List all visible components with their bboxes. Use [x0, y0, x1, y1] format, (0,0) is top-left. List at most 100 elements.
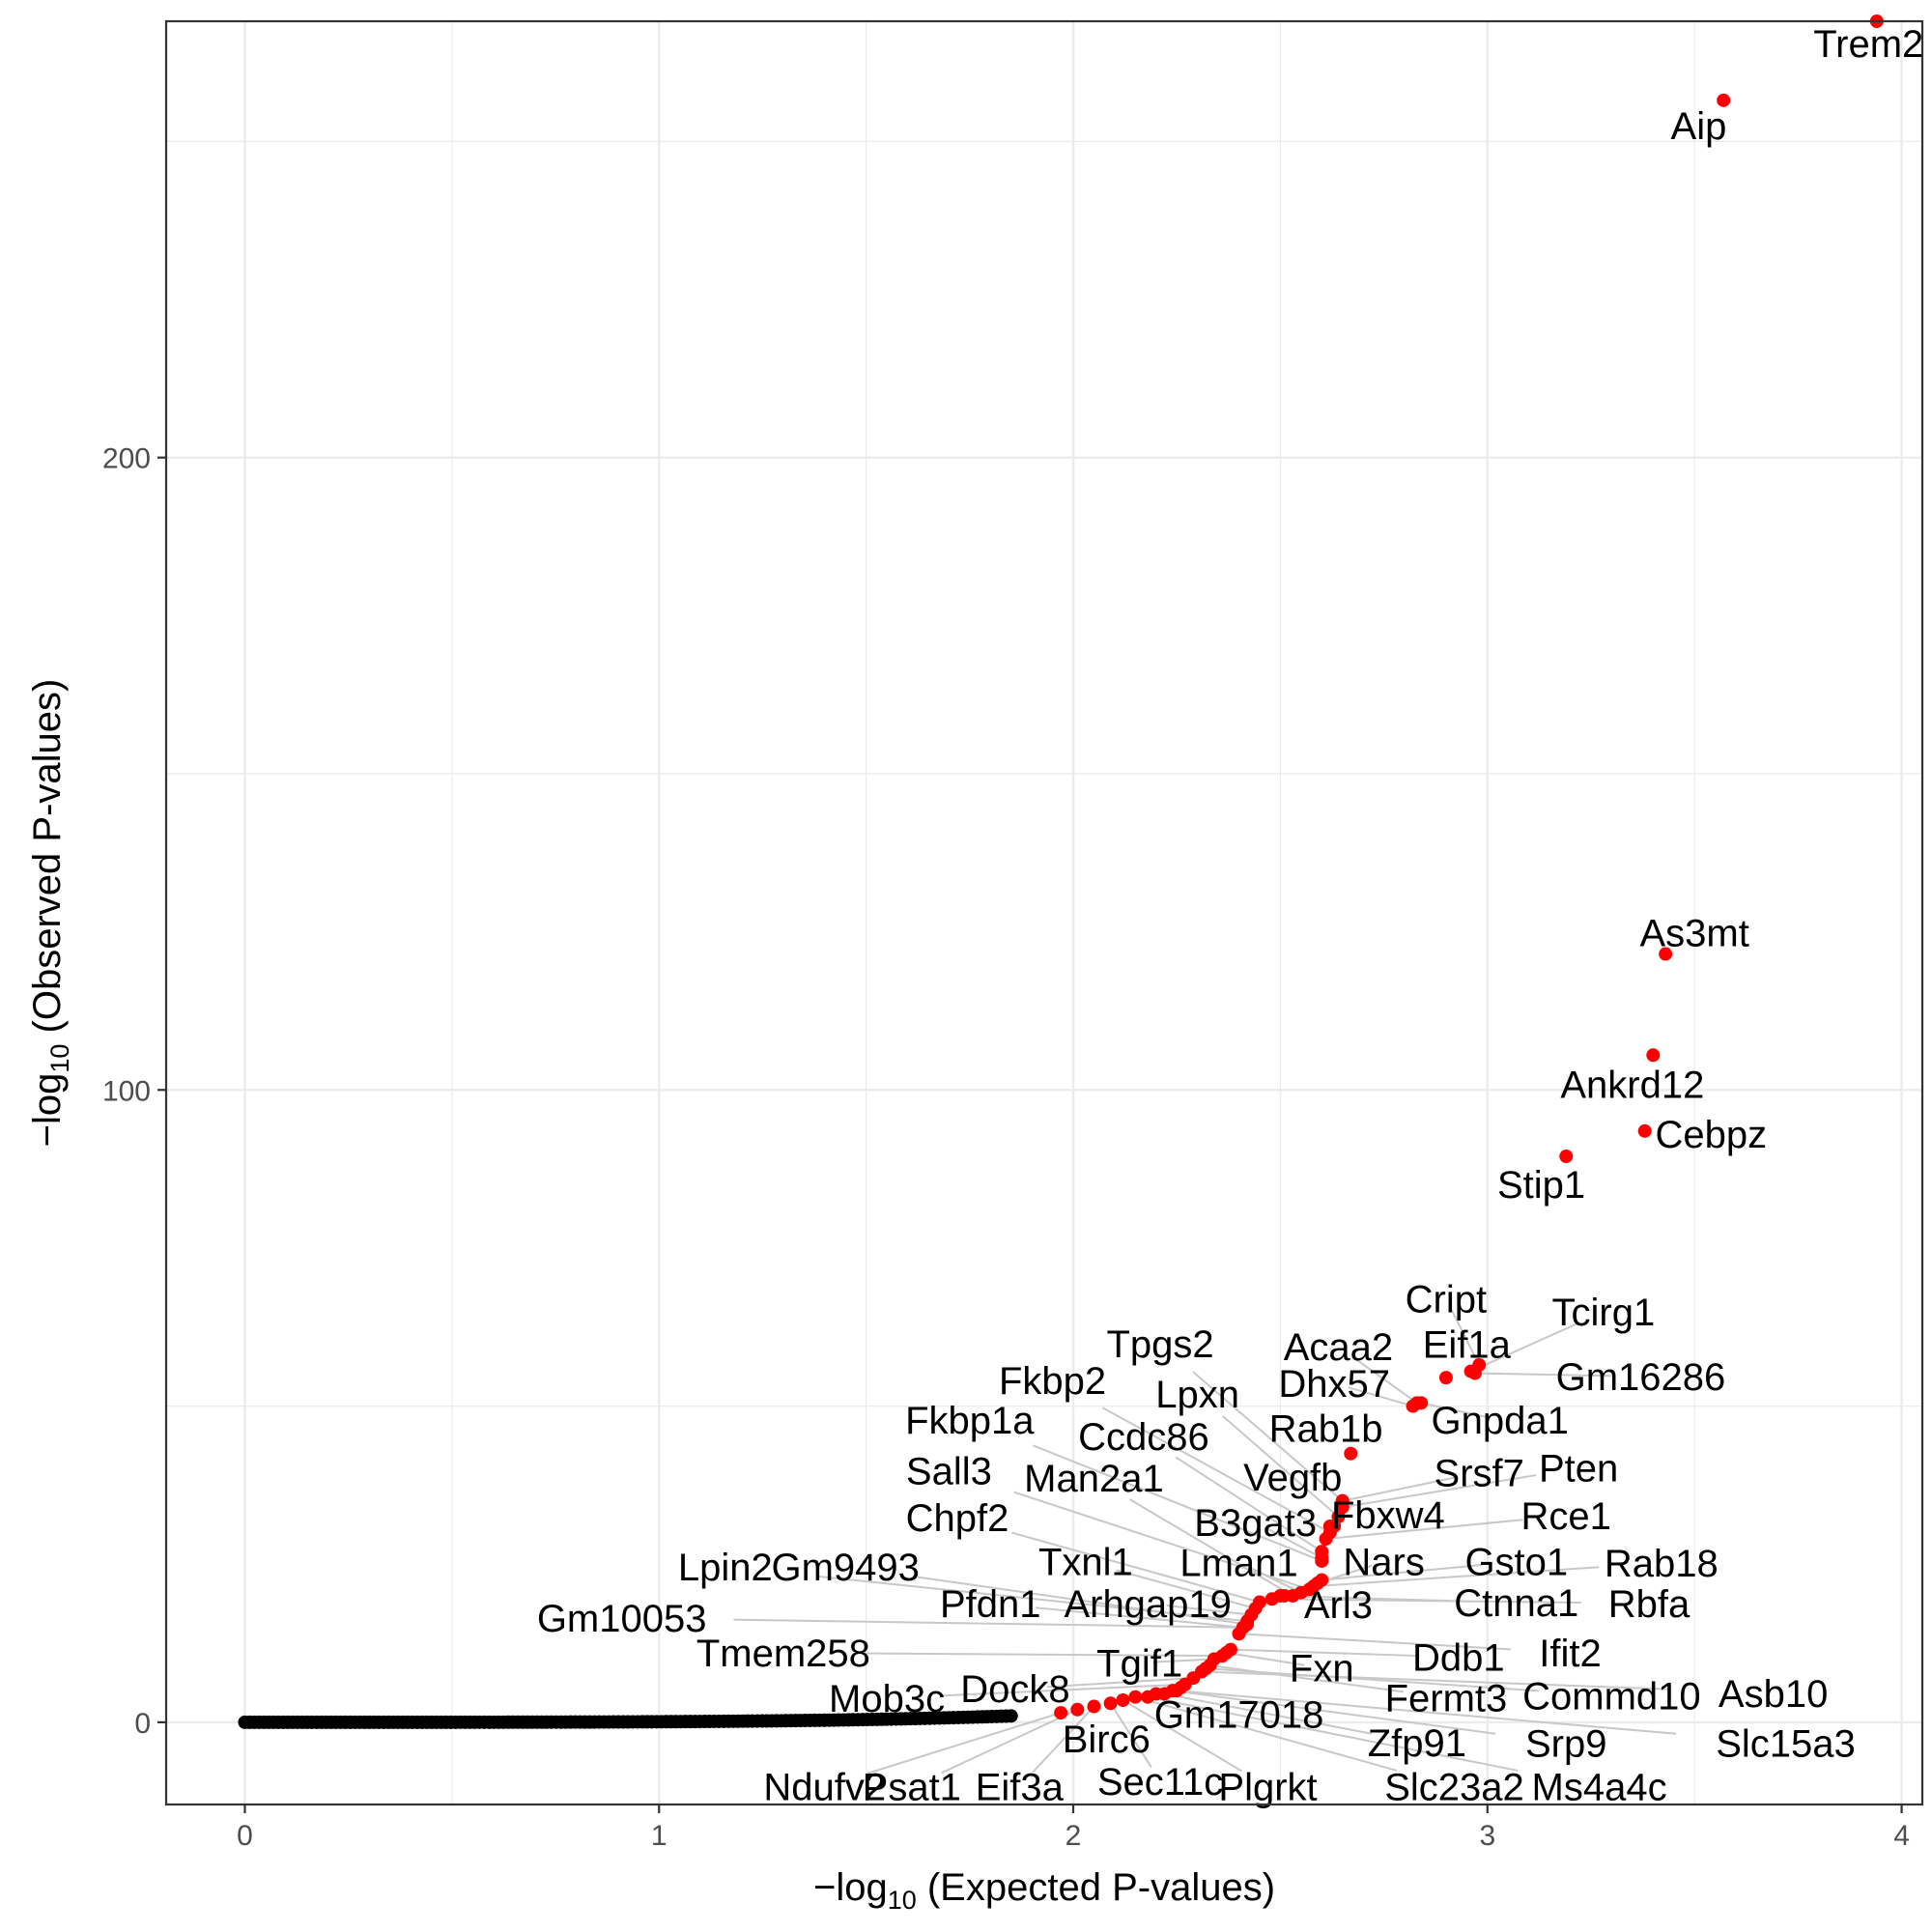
background-point: [1004, 1709, 1018, 1723]
gene-label: Slc23a2: [1384, 1767, 1524, 1809]
significant-point: [1116, 1692, 1130, 1707]
gene-label: Rab18: [1605, 1543, 1719, 1585]
leader-line: [1325, 1519, 1523, 1541]
significant-point: [1103, 1696, 1118, 1711]
gene-label: Fxn: [1290, 1648, 1354, 1690]
grid-major: [166, 21, 1922, 1804]
leader-line: [1451, 1310, 1481, 1366]
gene-label: Gm10053: [537, 1598, 707, 1640]
significant-point: [1637, 1123, 1652, 1138]
gene-label: Gm17018: [1154, 1693, 1324, 1736]
leader-line: [1122, 1699, 1243, 1773]
gene-label: Stip1: [1497, 1164, 1585, 1207]
gene-label: Man2a1: [1024, 1458, 1164, 1500]
gene-label: Sall3: [906, 1450, 992, 1492]
leader-line: [1266, 1527, 1322, 1559]
leader-line: [862, 1652, 1223, 1658]
leader-line: [1201, 1670, 1671, 1690]
significant-point: [1141, 1690, 1155, 1704]
leader-line: [1230, 1648, 1418, 1658]
grid-minor: [166, 21, 1922, 1804]
gene-label: Dhx57: [1278, 1363, 1390, 1406]
leader-line: [1420, 1402, 1487, 1418]
leader-line: [1271, 1598, 1581, 1605]
gene-label: Psat1: [863, 1767, 961, 1809]
x-axis-ticks: 0 1 2 3 4: [237, 1804, 1910, 1852]
gene-label: Gnpda1: [1431, 1400, 1568, 1442]
gene-labels: Trem2 Aip As3mt Ankrd12 Cebpz Stip1 Cript Tcirg…: [537, 23, 1923, 1809]
gene-label: Nars: [1343, 1542, 1424, 1584]
significant-point: [1717, 93, 1731, 107]
gene-label: Tcirg1: [1551, 1292, 1655, 1334]
significant-point: [1264, 1592, 1279, 1606]
y-tick-label: 100: [102, 1075, 151, 1107]
gene-label: Lpxn: [1155, 1374, 1239, 1416]
gene-label: Lman1: [1179, 1542, 1297, 1584]
gene-label: Plgrkt: [1218, 1767, 1317, 1809]
y-tick-label: 200: [102, 443, 151, 475]
gene-label: Rce1: [1521, 1495, 1611, 1538]
gene-label: Asb10: [1719, 1673, 1828, 1716]
leader-line: [917, 1576, 1248, 1626]
leader-line: [867, 1712, 1062, 1775]
gene-label: Dock8: [960, 1668, 1069, 1711]
gene-label: Eif1a: [1423, 1323, 1512, 1366]
gene-label: As3mt: [1639, 912, 1748, 954]
leader-line: [1166, 1604, 1252, 1616]
significant-point: [1232, 1627, 1246, 1641]
gene-label: Ndufv2: [763, 1767, 886, 1809]
gene-label: Ms4a4c: [1532, 1767, 1667, 1809]
leader-line: [1209, 1663, 1405, 1693]
leader-line: [1342, 1476, 1455, 1502]
x-axis-title: −log10 (Expected P-values): [813, 1866, 1275, 1915]
leader-line: [1249, 1567, 1302, 1594]
gene-label: Mob3c: [829, 1678, 945, 1720]
gene-label: Txnl1: [1038, 1542, 1133, 1584]
gene-label: Arl3: [1304, 1584, 1373, 1627]
gene-label: Pfdn1: [940, 1583, 1041, 1626]
significant-point: [1054, 1706, 1068, 1720]
leader-line: [1036, 1606, 1243, 1629]
significant-point: [1646, 1048, 1661, 1063]
gene-label: Acaa2: [1284, 1326, 1393, 1369]
significant-point: [1659, 947, 1673, 961]
x-tick-label: 4: [1893, 1820, 1910, 1852]
x-tick-label: 1: [651, 1820, 668, 1852]
leader-line: [1226, 1651, 1305, 1666]
y-tick-label: 0: [134, 1708, 151, 1740]
gene-label: Tgif1: [1096, 1642, 1182, 1685]
leader-line: [1222, 1415, 1340, 1518]
gene-label: Srsf7: [1435, 1452, 1524, 1494]
leader-line: [1032, 1705, 1095, 1774]
gene-label: Tpgs2: [1106, 1323, 1213, 1366]
leader-line: [1164, 1692, 1373, 1735]
gene-label: Srp9: [1525, 1723, 1607, 1766]
gene-label: B3gat3: [1194, 1502, 1317, 1545]
y-axis-title: −log10 (Observed P-values): [26, 679, 74, 1148]
gene-label: Vegfb: [1243, 1457, 1342, 1499]
gene-label: Tmem258: [696, 1633, 870, 1675]
y-axis-ticks: 0 100 200: [102, 443, 166, 1740]
leader-line: [733, 1618, 1243, 1629]
leader-line: [1238, 1633, 1511, 1651]
gene-label: Ctnna1: [1454, 1582, 1578, 1625]
gene-label: Rab1b: [1269, 1408, 1383, 1451]
leader-line: [1109, 1702, 1152, 1768]
leader-line: [1175, 1456, 1322, 1552]
gene-label: Rbfa: [1608, 1583, 1690, 1626]
gene-label: Aip: [1671, 105, 1727, 148]
leader-line: [940, 1683, 1185, 1697]
significant-point: [1070, 1702, 1085, 1717]
significant-point: [1344, 1446, 1358, 1461]
gene-label: Fkbp2: [999, 1360, 1106, 1403]
significant-point: [1315, 1553, 1329, 1568]
leader-line: [941, 1708, 1078, 1775]
gene-label: Cript: [1406, 1278, 1487, 1321]
significant-point: [1414, 1396, 1429, 1410]
leader-line: [1321, 1564, 1482, 1581]
gene-label: Fbxw4: [1331, 1494, 1445, 1537]
leader-lines: [733, 1310, 1677, 1775]
gene-label: Chpf2: [906, 1497, 1009, 1540]
x-tick-label: 2: [1065, 1820, 1082, 1852]
